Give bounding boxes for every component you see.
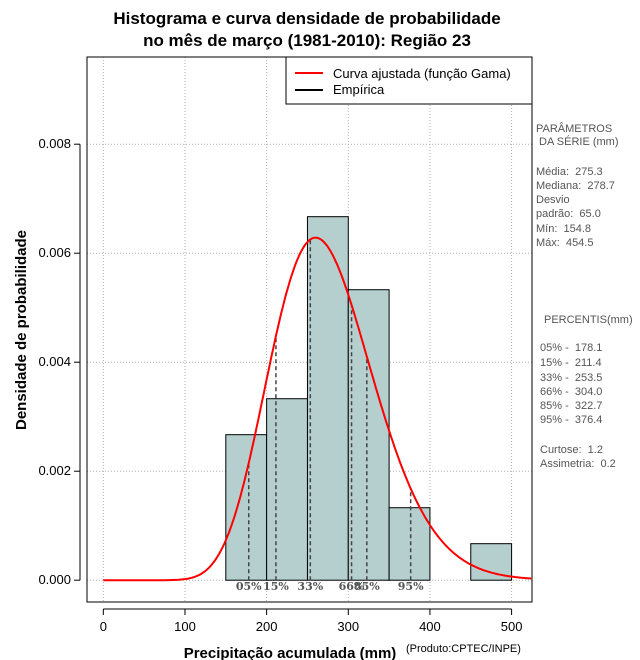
x-tick-label: 300 xyxy=(337,619,359,634)
percentile-line-label: 15% xyxy=(263,580,289,593)
credit-label: (Produto:CPTEC/INPE) xyxy=(406,643,521,655)
x-tick-label: 0 xyxy=(100,619,107,634)
percentile-line-label: 85% xyxy=(354,580,380,593)
param-sd-label: Desvio xyxy=(536,194,570,206)
kurtosis: Curtose: 1.2 xyxy=(540,444,603,456)
y-tick-label: 0.004 xyxy=(38,354,71,369)
gamma-fit-curve xyxy=(103,236,532,582)
param-median: Mediana: 278.7 xyxy=(536,180,615,192)
percentile-15: 15% - 211.4 xyxy=(540,357,602,369)
legend-label-empirical: Empírica xyxy=(333,82,385,97)
param-min: Mín: 154.8 xyxy=(536,223,592,235)
x-tick-label: 400 xyxy=(419,619,441,634)
percentile-05: 05% - 178.1 xyxy=(540,342,603,354)
percentile-lines: 05% 15% 33% 66%85% 95% xyxy=(236,239,424,593)
histogram-bar xyxy=(306,216,349,581)
x-tick-label: 100 xyxy=(174,619,196,634)
percentile-85: 85% - 322.7 xyxy=(540,400,603,412)
percentile-line-label: 66% xyxy=(339,580,365,593)
histogram-bar xyxy=(470,543,513,581)
y-tick-label: 0.002 xyxy=(38,463,71,478)
percentile-66: 66% - 304.0 xyxy=(540,386,603,398)
legend: Curva ajustada (função Gama) Empírica xyxy=(285,56,533,105)
param-mean: Média: 275.3 xyxy=(536,166,603,178)
y-tick-label: 0.006 xyxy=(38,245,71,260)
percentile-line-label: 95% xyxy=(398,580,424,593)
percentile-line-label: 05% xyxy=(236,580,262,593)
percentiles-title: PERCENTIS(mm) xyxy=(544,314,633,326)
skewness: Assimetria: 0.2 xyxy=(540,458,616,470)
legend-box xyxy=(285,56,533,105)
y-axis-label: Densidade de probabilidade xyxy=(13,230,30,430)
histogram-bar xyxy=(388,507,431,581)
legend-label-fit: Curva ajustada (função Gama) xyxy=(333,66,511,81)
x-tick-label: 500 xyxy=(501,619,523,634)
y-tick-label: 0.000 xyxy=(38,572,71,587)
histogram-bar xyxy=(347,289,390,581)
y-tick-label: 0.008 xyxy=(38,136,71,151)
param-max: Máx: 454.5 xyxy=(536,237,594,249)
bars xyxy=(225,216,513,581)
x-tick-label: 200 xyxy=(256,619,278,634)
chart-title-line1: Histograma e curva densidade de probabil… xyxy=(113,9,500,28)
percentile-33: 33% - 253.5 xyxy=(540,372,603,384)
chart-title-line2: no mês de março (1981-2010): Região 23 xyxy=(143,31,471,50)
histogram-bar xyxy=(225,434,268,581)
percentile-95: 95% - 376.4 xyxy=(540,414,603,426)
param-sd-value: padrão: 65.0 xyxy=(536,208,601,220)
axes: 0 100 200 300 400 500 0.000 0.002 0.004 0.006 0.00… xyxy=(38,136,522,634)
params-title-2: DA SÉRIE (mm) xyxy=(536,136,619,148)
percentile-line-label: 33% xyxy=(297,580,323,593)
x-axis-label: Precipitação acumulada (mm) xyxy=(184,645,397,660)
histogram-bar xyxy=(266,398,308,581)
params-title-1: PARÂMETROS xyxy=(536,123,613,135)
